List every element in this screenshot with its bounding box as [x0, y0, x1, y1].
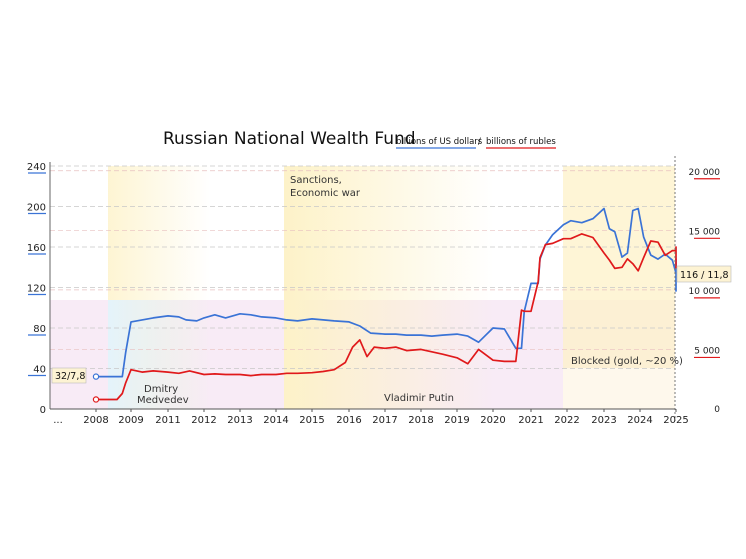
usd-series-line	[96, 207, 677, 378]
rub-series-line	[96, 233, 677, 401]
medvedev-last-name: Medvedev	[137, 395, 189, 406]
subtitle-usd: billions of US dollars	[396, 137, 483, 147]
x-tick-label: 2008	[83, 415, 108, 426]
end-value-box	[676, 265, 732, 283]
axes: 0 40 80 120 160 200 240 0 5 000 10 000 15 000 20 00…	[27, 156, 720, 426]
y-left-tick-label: 40	[33, 365, 46, 376]
y-right-tick-label: 10 000	[689, 287, 721, 297]
x-tick-label: 2017	[372, 415, 397, 426]
series-lines	[92, 207, 677, 403]
start-value-label: 32/7,8	[55, 371, 85, 382]
x-tick-label: 2012	[191, 415, 216, 426]
x-tick-label: 2011	[155, 415, 180, 426]
series-start-point	[92, 373, 100, 380]
y-right-tick-label: 20 000	[689, 168, 721, 178]
y-left-tick-label: 200	[27, 203, 46, 214]
x-tick-label: 2013	[227, 415, 252, 426]
x-tick-label: 2021	[518, 415, 543, 426]
series-start-point	[92, 396, 100, 403]
x-tick-label: 2019	[444, 415, 469, 426]
blocked-label: Blocked (gold, ~20 %)	[571, 356, 683, 367]
subtitle-separator: /	[478, 137, 481, 147]
y-right-tick-label: 0	[714, 405, 720, 415]
x-tick-label: 2022	[554, 415, 579, 426]
end-value-label: 116 / 11,8	[680, 270, 729, 281]
x-tick-label: 2016	[336, 415, 361, 426]
medvedev-first-name: Dmitry	[144, 384, 178, 395]
y-left-tick-label: 80	[33, 324, 46, 335]
sanctions-label: Sanctions,	[290, 175, 342, 186]
x-tick-label: 2009	[118, 415, 143, 426]
y-left-tick-label: 160	[27, 243, 46, 254]
chart-title: Russian National Wealth Fund	[163, 129, 416, 149]
putin-label: Vladimir Putin	[384, 393, 454, 404]
x-tick-label: ...	[53, 415, 63, 426]
grid-lines	[50, 165, 675, 369]
blocked-shade	[563, 368, 675, 409]
x-tick-label: 2024	[627, 415, 652, 426]
y-right-tick-label: 15 000	[689, 227, 721, 237]
x-tick-label: 2023	[591, 415, 616, 426]
x-tick-label: 2014	[263, 415, 288, 426]
economic-war-label: Economic war	[290, 188, 361, 199]
y-left-tick-label: 120	[27, 284, 46, 295]
subtitle-rub: billions of rubles	[486, 137, 556, 147]
y-left-tick-label: 240	[27, 162, 46, 173]
x-tick-label: 2015	[299, 415, 324, 426]
y-right-tick-label: 5 000	[694, 346, 720, 356]
y-left-tick-label: 0	[40, 405, 46, 416]
x-tick-label: 2020	[480, 415, 505, 426]
x-tick-label: 2025	[663, 415, 688, 426]
x-tick-label: 2018	[408, 415, 433, 426]
start-value-box	[51, 367, 87, 384]
